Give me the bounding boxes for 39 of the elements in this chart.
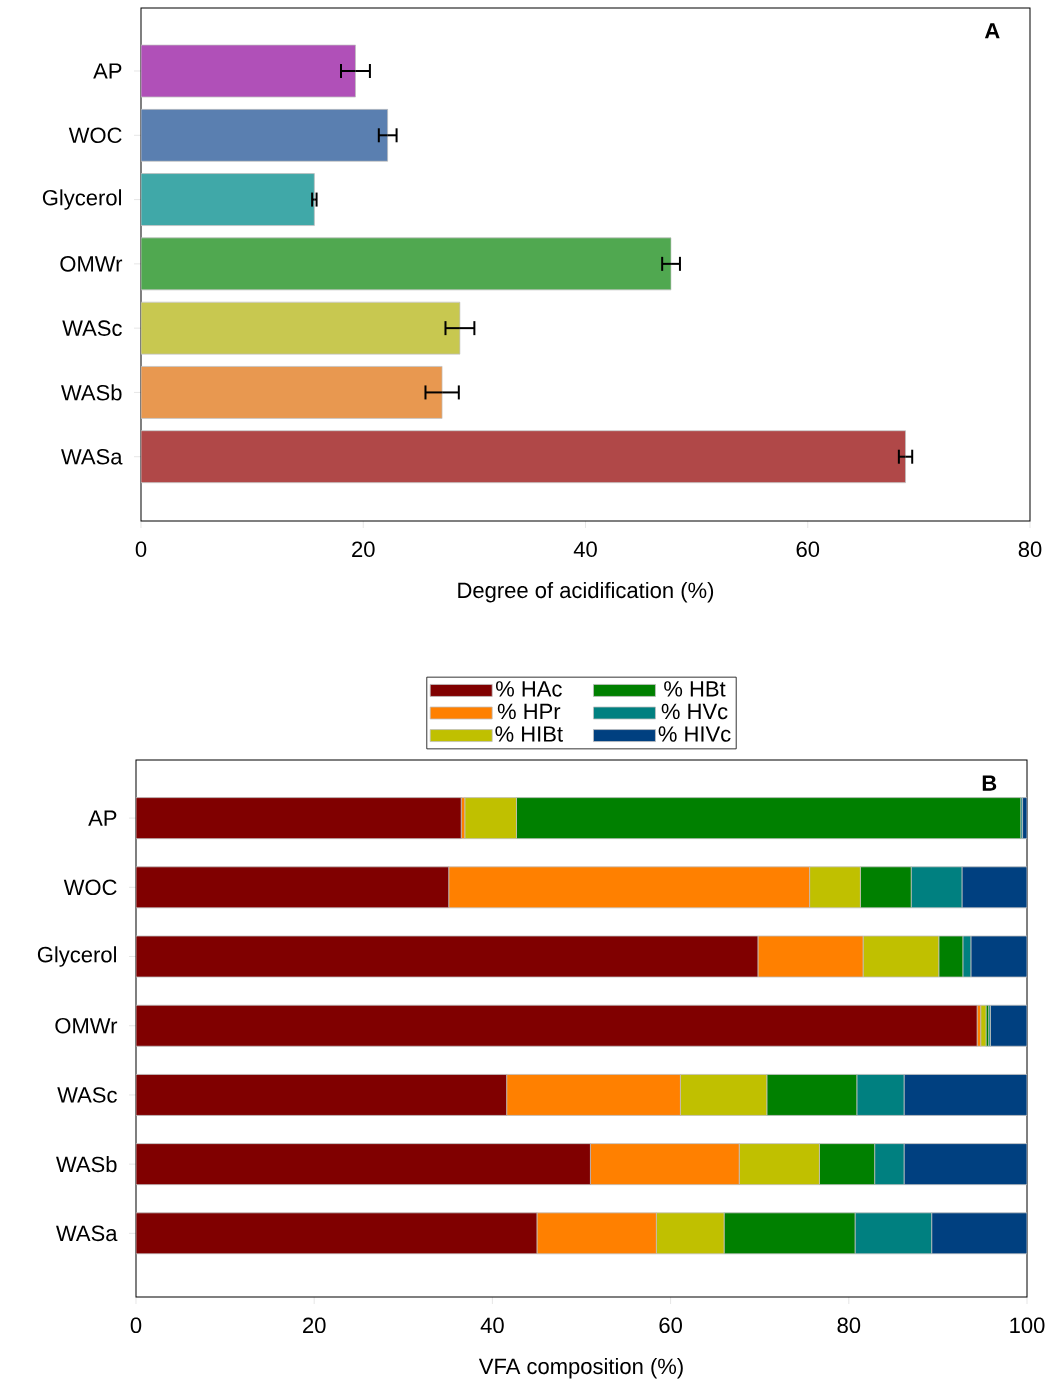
x-tick-label: 20 <box>303 1317 326 1334</box>
legend-label: % HAc <box>495 681 562 697</box>
y-tick-label: AP <box>88 810 117 826</box>
y-tick-label: Glycerol <box>42 189 121 210</box>
legend-label: % HVc <box>661 703 728 720</box>
legend-label: % HPr <box>497 703 561 720</box>
bar <box>136 797 462 840</box>
x-axis-title: Degree of acidification (%) <box>458 581 714 603</box>
legend-label: % HBt <box>664 681 726 697</box>
bar <box>990 1004 1027 1047</box>
x-tick-label: 80 <box>1018 541 1042 558</box>
y-tick-label: WASc <box>57 1087 117 1103</box>
x-tick-label: 40 <box>573 541 597 558</box>
y-tick-label: WASb <box>61 384 122 401</box>
x-tick-label: 40 <box>480 1317 504 1334</box>
y-tick-label: WASa <box>61 448 123 465</box>
y-tick-label: OMWr <box>60 256 123 272</box>
x-tick-label: 20 <box>352 541 375 558</box>
x-axis-title: VFA composition (%) <box>478 1357 683 1379</box>
y-tick-label: WASc <box>62 320 122 336</box>
x-tick-label: 60 <box>796 541 820 558</box>
x-tick-label: 60 <box>659 1317 682 1334</box>
y-tick-label: WASa <box>56 1225 118 1242</box>
x-tick-label: 0 <box>135 541 147 558</box>
legend-label: % HIBt <box>495 726 563 742</box>
y-tick-label: WOC <box>68 127 122 144</box>
y-tick-label: OMWr <box>55 1017 118 1034</box>
x-tick-label: 0 <box>130 1317 142 1334</box>
x-tick-label: 100 <box>1010 1317 1045 1334</box>
annotation: B <box>982 775 997 791</box>
annotation: A <box>984 23 1000 39</box>
y-tick-label: WASb <box>56 1156 117 1173</box>
bar <box>980 1004 987 1047</box>
y-tick-label: AP <box>93 63 122 79</box>
y-tick-label: WOC <box>63 879 117 896</box>
y-tick-label: Glycerol <box>37 946 116 967</box>
x-tick-label: 80 <box>837 1317 861 1334</box>
bar <box>136 1004 978 1047</box>
legend-label: % HIVc <box>658 726 731 742</box>
